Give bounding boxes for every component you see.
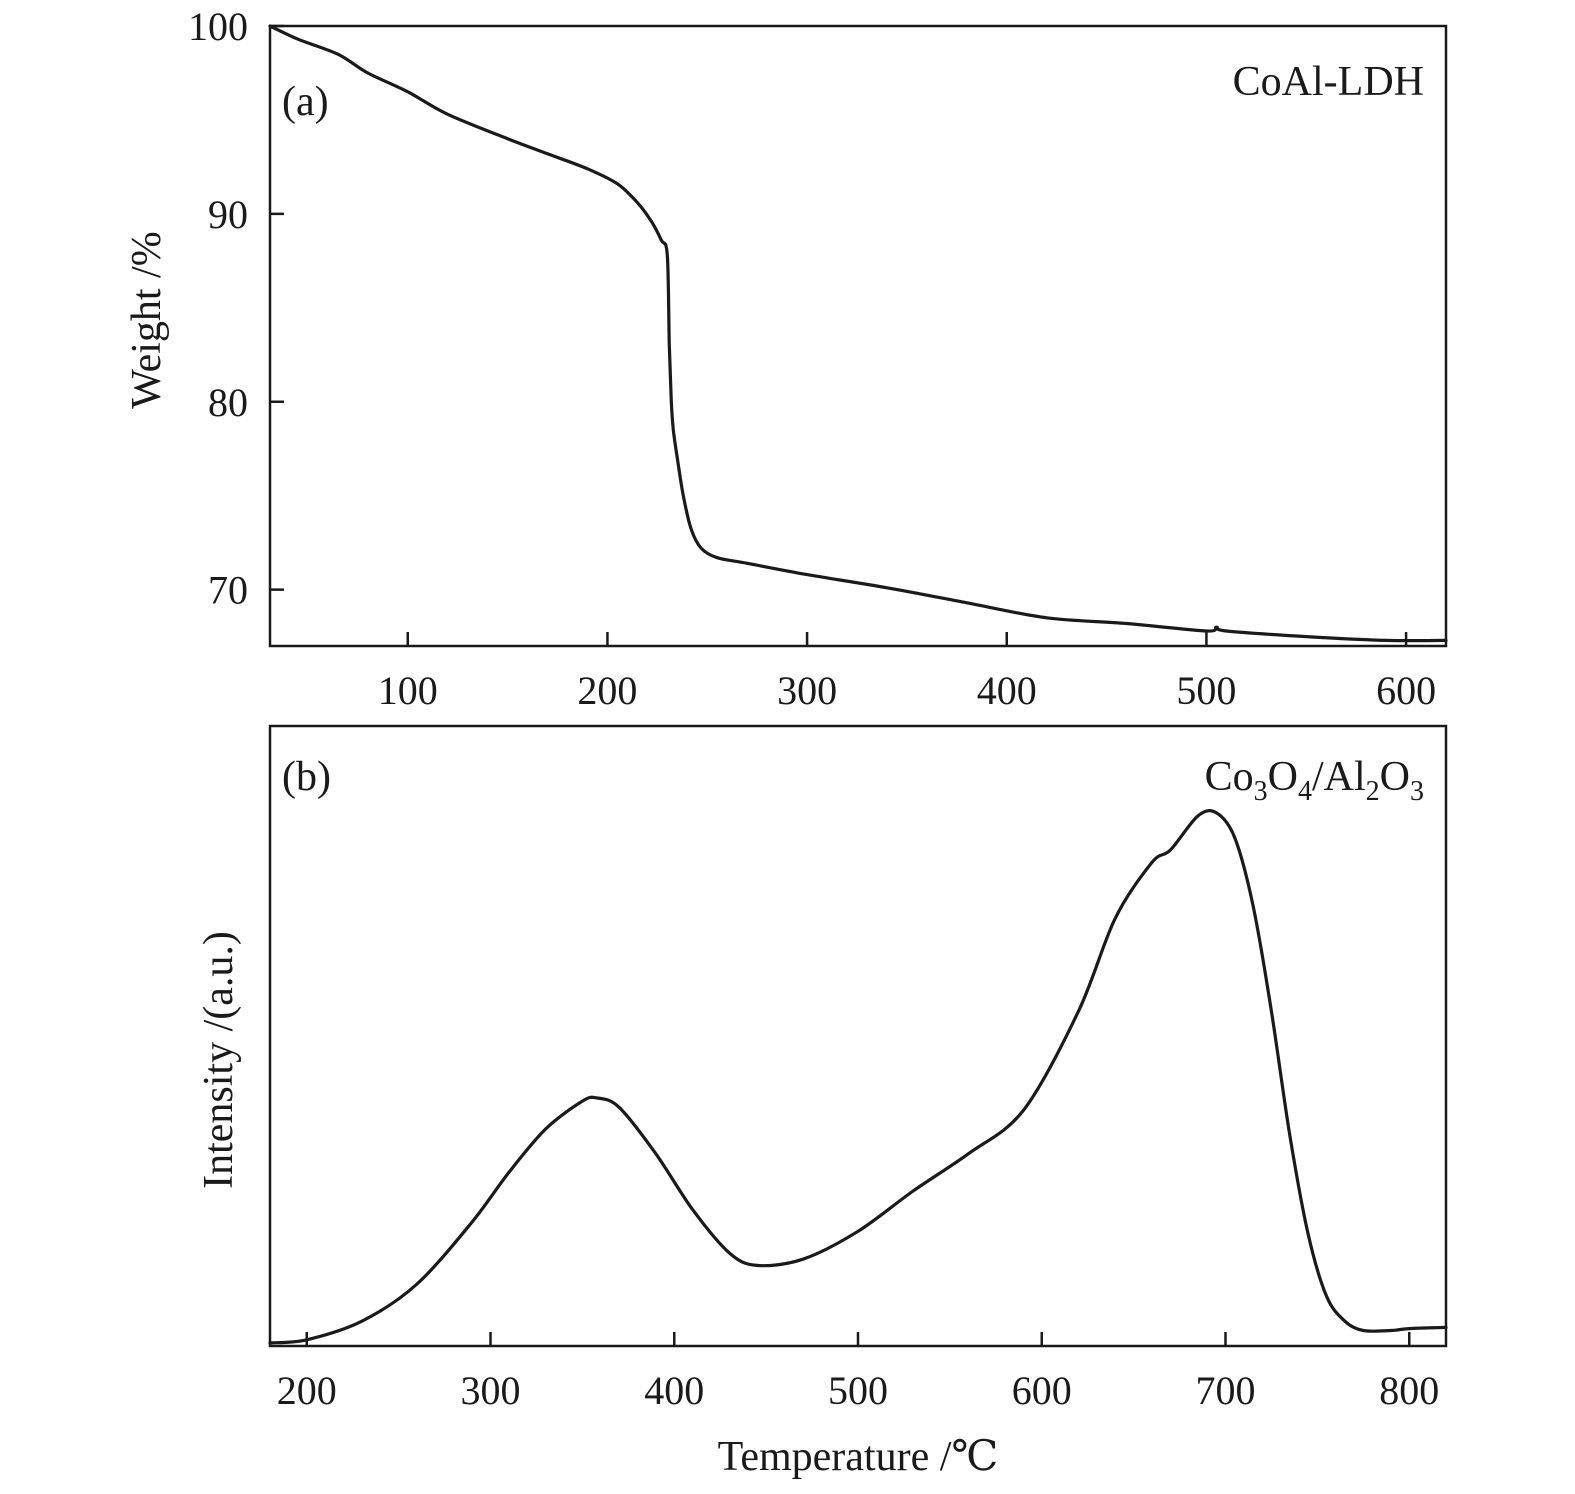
- y-tick-label: 70: [208, 568, 248, 613]
- panel-b-y-axis-label: Intensity /(a.u.): [196, 931, 242, 1189]
- panel-b-tpr-chart: 200 300 400 500 600 700 800 (b) Co3O4/Al2O3 In…: [196, 724, 1448, 1480]
- x-tick-label: 300: [777, 668, 837, 713]
- x-tick-label: 100: [378, 668, 438, 713]
- x-tick-label: 200: [277, 1368, 337, 1413]
- panel-a-y-axis-label: Weight /%: [124, 231, 170, 408]
- label-text: Co: [1205, 754, 1254, 800]
- x-tick-label: 700: [1196, 1368, 1256, 1413]
- panel-b-ticks: 200 300 400 500 600 700 800: [277, 1332, 1439, 1413]
- x-tick-label: 800: [1379, 1368, 1439, 1413]
- x-tick-label: 400: [977, 668, 1037, 713]
- x-tick-label: 500: [1176, 668, 1236, 713]
- x-tick-label: 400: [644, 1368, 704, 1413]
- subscript: 3: [1410, 776, 1424, 807]
- panel-a-tga-chart: 100 200 300 400 500 600 70 80 90 100 (a) CoAl-LDH…: [124, 4, 1448, 713]
- panel-a-sample-label: CoAl-LDH: [1233, 59, 1424, 105]
- label-text: O: [1380, 754, 1410, 800]
- subscript: 2: [1366, 776, 1380, 807]
- label-text: O: [1268, 754, 1298, 800]
- y-tick-label: 80: [208, 380, 248, 425]
- subscript: 4: [1298, 776, 1312, 807]
- x-tick-label: 300: [461, 1368, 521, 1413]
- panel-a-weight-curve: [268, 24, 1448, 643]
- label-text: /Al: [1312, 754, 1366, 800]
- panel-a-label: (a): [282, 79, 329, 125]
- panel-b-intensity-curve: [268, 809, 1448, 1345]
- x-tick-label: 500: [828, 1368, 888, 1413]
- y-tick-label: 100: [188, 4, 248, 49]
- x-tick-label: 600: [1012, 1368, 1072, 1413]
- x-tick-label: 200: [577, 668, 637, 713]
- x-tick-label: 600: [1376, 668, 1436, 713]
- panel-b-sample-label: Co3O4/Al2O3: [1205, 754, 1424, 807]
- panel-b-x-axis-label: Temperature /℃: [718, 1434, 999, 1480]
- y-tick-label: 90: [208, 192, 248, 237]
- panel-a-ticks: 100 200 300 400 500 600 70 80 90 100: [188, 4, 1436, 713]
- panel-b-label: (b): [282, 754, 331, 800]
- panel-a-plot-frame: [268, 24, 1448, 648]
- subscript: 3: [1254, 776, 1268, 807]
